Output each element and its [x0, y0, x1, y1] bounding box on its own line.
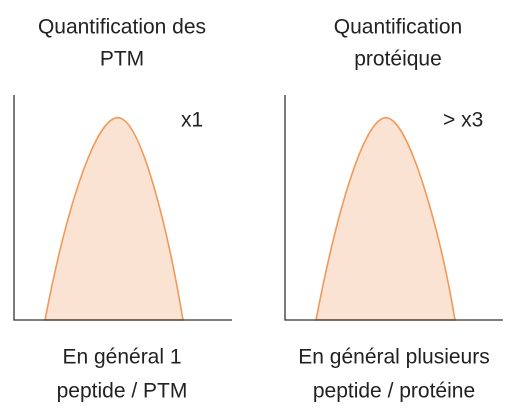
distribution-curve: [315, 117, 456, 321]
factor-label: > x3: [443, 109, 483, 132]
panel-title: protéique: [354, 48, 442, 71]
axes: [13, 95, 232, 321]
panel-title: Quantification des: [38, 16, 206, 39]
distribution-curve: [44, 117, 184, 321]
caption: En général plusieurs: [298, 346, 489, 369]
panel: Quantification protéique > x3 En général…: [284, 16, 503, 403]
caption: peptide / protéine: [313, 380, 475, 403]
factor-label: x1: [181, 109, 203, 132]
panel-title: Quantification: [334, 16, 462, 39]
caption: En général 1: [62, 346, 181, 369]
axes: [284, 95, 503, 321]
caption: peptide / PTM: [57, 380, 188, 403]
panel-title: PTM: [100, 48, 144, 71]
panel: Quantification des PTM x1 En général 1 p…: [13, 16, 232, 403]
